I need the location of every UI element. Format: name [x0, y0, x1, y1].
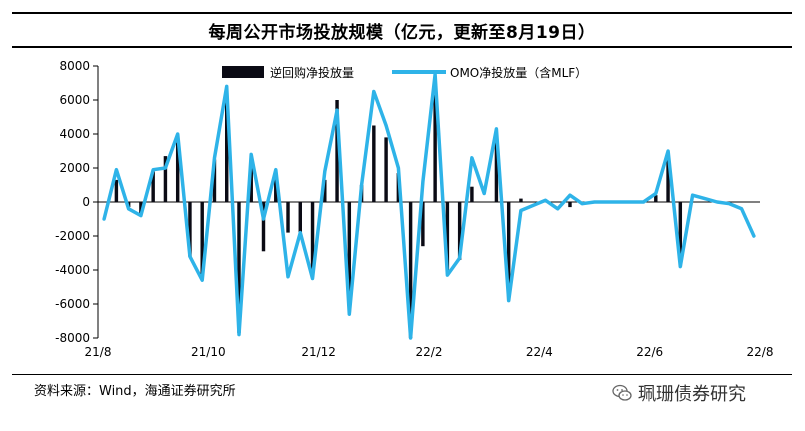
- bar: [335, 100, 339, 202]
- bar: [372, 125, 376, 202]
- bar: [225, 89, 229, 202]
- bar: [114, 179, 119, 202]
- bar: [494, 134, 499, 202]
- bar: [506, 202, 511, 301]
- source-note: 资料来源：Wind，海通证券研究所: [34, 384, 236, 399]
- x-tick-label: 21/8: [85, 345, 112, 359]
- y-tick-label: -6000: [55, 297, 90, 311]
- bar: [175, 142, 180, 202]
- bar: [384, 137, 388, 202]
- bar: [678, 202, 683, 267]
- y-tick-label: 2000: [59, 161, 90, 175]
- y-tick-label: -8000: [55, 331, 90, 345]
- bar: [286, 202, 290, 233]
- x-tick-label: 22/2: [416, 345, 443, 359]
- y-tick-label: 0: [82, 195, 90, 209]
- bar: [237, 202, 241, 333]
- legend-swatch-bar: [222, 66, 264, 78]
- bar: [188, 202, 192, 257]
- bar: [151, 171, 155, 202]
- bar: [654, 195, 658, 202]
- chart-title-bar: 每周公开市场投放规模（亿元，更新至8月19日）: [12, 12, 792, 48]
- x-tick-label: 22/6: [636, 345, 663, 359]
- legend-label-line: OMO净投放量（含MLF）: [450, 65, 587, 80]
- series-line-omo: [102, 72, 756, 340]
- bar: [323, 179, 327, 202]
- bar: [249, 159, 253, 202]
- watermark: 珮珊债券研究: [612, 380, 746, 406]
- bar: [457, 202, 462, 260]
- bar: [274, 178, 278, 202]
- bar: [139, 202, 143, 214]
- wechat-icon: [612, 384, 632, 401]
- x-tick-label: 22/8: [747, 345, 774, 359]
- bar: [519, 198, 523, 202]
- bar: [212, 159, 217, 202]
- bar: [408, 202, 413, 338]
- y-tick-label: -4000: [55, 263, 90, 277]
- x-tick-label: 22/4: [526, 345, 553, 359]
- y-tick-label: 6000: [59, 93, 90, 107]
- bar: [310, 202, 315, 277]
- watermark-label: 珮珊债券研究: [638, 384, 746, 405]
- footer-divider: [12, 374, 792, 375]
- bar: [261, 202, 266, 252]
- x-tick-label: 21/12: [301, 345, 336, 359]
- bar: [433, 83, 437, 202]
- bar: [445, 202, 450, 274]
- chart-title: 每周公开市场投放规模（亿元，更新至8月19日）: [208, 22, 596, 43]
- bar: [163, 156, 168, 202]
- bar: [568, 202, 572, 208]
- bar: [298, 202, 302, 233]
- bar: [347, 202, 352, 313]
- bar: [421, 202, 425, 247]
- y-tick-label: 8000: [59, 59, 90, 73]
- bar: [666, 154, 670, 202]
- x-tick-label: 21/10: [191, 345, 226, 359]
- bar: [470, 186, 474, 202]
- legend-label-bar: 逆回购净投放量: [270, 65, 354, 80]
- y-tick-label: -2000: [55, 229, 90, 243]
- bar: [200, 202, 204, 277]
- y-tick-label: 4000: [59, 127, 90, 141]
